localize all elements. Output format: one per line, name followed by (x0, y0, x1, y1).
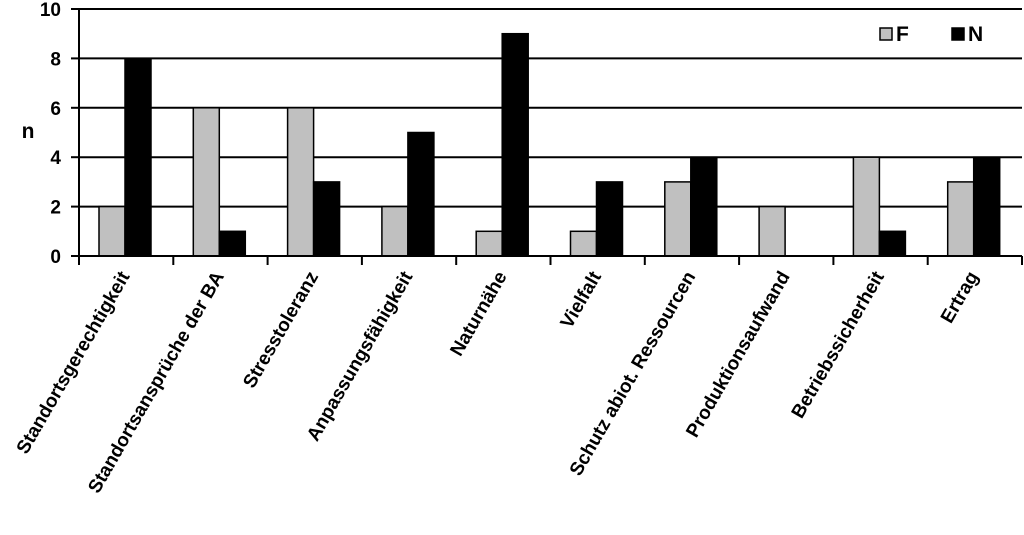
legend-label-F: F (896, 23, 909, 46)
y-axis-label: n (22, 120, 35, 143)
y-tick-label: 8 (50, 49, 61, 70)
y-tick-labels: 0 2 4 6 8 10 (40, 0, 79, 268)
bar-F-8 (758, 205, 786, 257)
bar-F-9 (852, 156, 881, 257)
bar-N-3 (312, 181, 341, 257)
bar-F-4 (381, 205, 409, 257)
bar-F-3 (286, 107, 315, 257)
bar-N-7 (690, 156, 718, 257)
category-label: Ertrag (937, 268, 983, 327)
bar-N-2 (218, 230, 247, 257)
category-label: Stresstoleranz (239, 268, 323, 392)
bar-F-2 (192, 107, 221, 257)
category-label: Betriebssicherheit (788, 267, 889, 422)
bars (98, 32, 1001, 257)
category-labels: StandortsgerechtigkeitStandortsansprüche… (13, 267, 983, 497)
y-tick-label: 2 (50, 198, 61, 219)
axes (71, 9, 1023, 265)
y-tick-label: 0 (50, 247, 61, 268)
bar-N-6 (595, 181, 624, 257)
legend-swatch-N (951, 27, 965, 41)
category-label: Naturnähe (447, 268, 512, 360)
bar-F-10 (946, 181, 975, 257)
category-label: Anpassungsfähigkeit (303, 267, 418, 444)
bar-F-1 (98, 205, 126, 257)
bar-F-6 (569, 230, 598, 257)
y-tick-label: 10 (40, 0, 61, 21)
category-label: Produktionsaufwand (682, 268, 794, 441)
bar-N-9 (878, 230, 907, 257)
bar-F-5 (475, 230, 503, 257)
legend-label-N: N (968, 23, 983, 46)
bar-N-4 (407, 131, 435, 257)
legend-swatch-F (879, 27, 893, 41)
bar-N-1 (124, 57, 152, 257)
y-tick-label: 6 (50, 99, 61, 120)
bar-N-5 (501, 32, 529, 257)
y-tick-label: 4 (50, 148, 61, 169)
category-label: Vielfalt (557, 267, 607, 332)
bar-F-7 (664, 181, 692, 257)
bar-N-10 (972, 156, 1001, 257)
